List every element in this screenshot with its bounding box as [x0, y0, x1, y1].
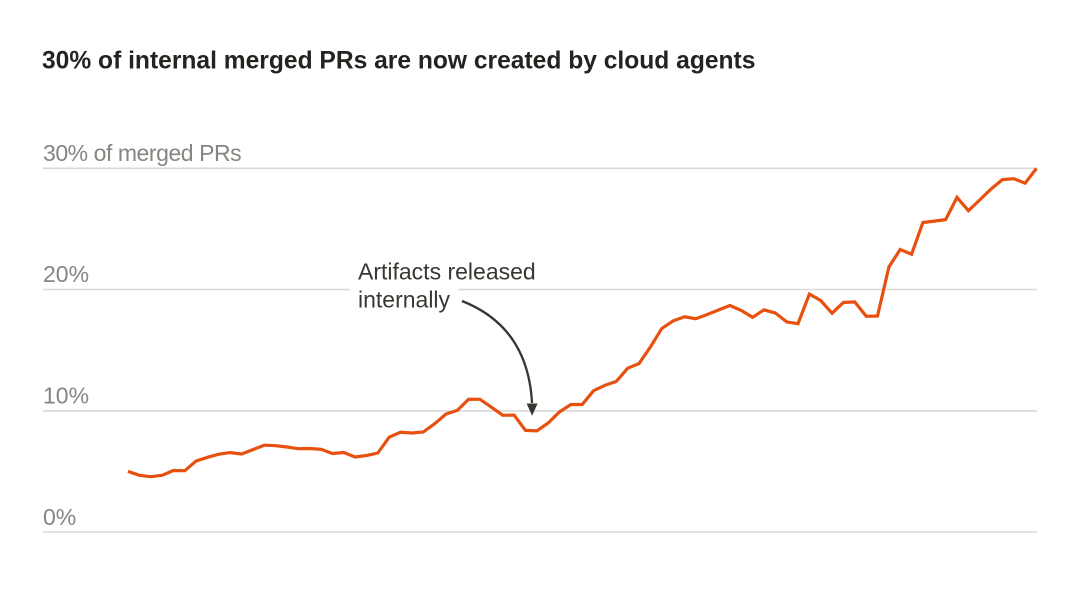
svg-text:30% of merged PRs: 30% of merged PRs: [43, 140, 241, 166]
svg-text:Artifacts released: Artifacts released: [358, 259, 536, 285]
svg-text:internally: internally: [358, 287, 451, 313]
svg-text:0%: 0%: [43, 504, 76, 530]
svg-text:10%: 10%: [43, 383, 89, 409]
svg-text:20%: 20%: [43, 261, 89, 287]
svg-text:30% of internal merged PRs are: 30% of internal merged PRs are now creat…: [42, 47, 755, 74]
